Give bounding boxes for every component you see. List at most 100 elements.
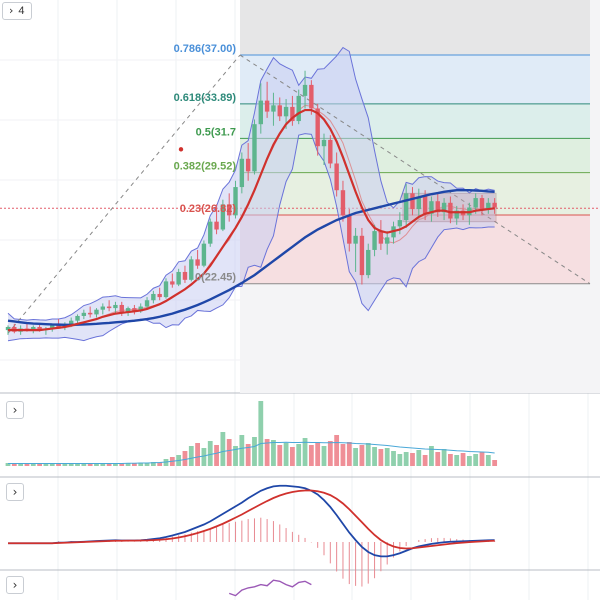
candle-body bbox=[157, 293, 162, 298]
bollinger-upper bbox=[7, 46, 495, 321]
candle-body bbox=[340, 190, 346, 216]
bollinger-lower bbox=[7, 133, 495, 342]
volume-bar bbox=[125, 463, 131, 466]
candle-body bbox=[441, 202, 447, 213]
candle-body bbox=[366, 249, 371, 276]
candle-body bbox=[454, 210, 459, 219]
candle-body bbox=[334, 163, 339, 191]
volume-bar bbox=[157, 462, 163, 466]
candle-body bbox=[385, 237, 390, 244]
volume-bar bbox=[239, 435, 245, 466]
candlestick-series bbox=[5, 70, 497, 335]
volume-bar bbox=[264, 439, 270, 466]
candle-body bbox=[296, 95, 301, 122]
volume-bar bbox=[195, 443, 200, 466]
volume-bar bbox=[372, 447, 377, 466]
volume-bar bbox=[226, 439, 232, 466]
candle-body bbox=[473, 198, 478, 208]
volume-bar bbox=[138, 462, 144, 466]
volume-bar bbox=[24, 463, 30, 466]
chevron-right-icon: › bbox=[12, 403, 18, 417]
volume-bar bbox=[302, 438, 308, 466]
moving-averages bbox=[7, 108, 495, 332]
volume-bar bbox=[466, 456, 472, 466]
volume-bar bbox=[346, 442, 352, 466]
fib-zone-0.5 bbox=[240, 138, 590, 173]
volume-bar bbox=[258, 401, 264, 466]
volume-bar bbox=[416, 450, 422, 466]
volume-bar bbox=[119, 463, 125, 466]
volume-bar bbox=[315, 442, 321, 466]
candle-body bbox=[233, 187, 238, 216]
macd-pane-toggle[interactable]: › bbox=[6, 483, 24, 501]
oscillator-pane bbox=[228, 579, 312, 597]
indicator-count-chip[interactable]: › 4 bbox=[2, 2, 32, 20]
candle-body bbox=[347, 215, 352, 244]
volume-bar bbox=[144, 463, 150, 466]
candle-body bbox=[220, 204, 226, 230]
candle-body bbox=[302, 84, 308, 96]
volume-bar bbox=[460, 453, 466, 466]
candle-body bbox=[359, 235, 365, 276]
candle-body bbox=[328, 139, 333, 164]
volume-bar bbox=[492, 460, 498, 466]
volume-pane-toggle[interactable]: › bbox=[6, 401, 24, 419]
candle-body bbox=[214, 221, 219, 230]
trend-line-down bbox=[239, 54, 591, 285]
oscillator-line bbox=[228, 579, 312, 597]
volume-bar bbox=[18, 463, 24, 466]
candle-body bbox=[37, 326, 42, 331]
volume-bar bbox=[37, 463, 42, 466]
volume-bar bbox=[56, 463, 61, 466]
volume-bar bbox=[397, 454, 403, 466]
volume-bar bbox=[422, 455, 428, 466]
candle-body bbox=[125, 308, 131, 313]
macd-line bbox=[8, 484, 495, 558]
candle-body bbox=[106, 306, 112, 309]
candle-body bbox=[119, 304, 124, 313]
candle-body bbox=[87, 312, 93, 315]
candle-body bbox=[144, 300, 150, 307]
candle-body bbox=[100, 306, 105, 310]
volume-average-line bbox=[8, 441, 495, 464]
candle-body bbox=[264, 100, 270, 112]
fib-label-0.618: 0.618(33.89) bbox=[174, 92, 237, 104]
volume-bar bbox=[150, 462, 156, 466]
volume-bar bbox=[182, 451, 188, 466]
candle-body bbox=[245, 158, 251, 172]
candle-body bbox=[182, 271, 188, 280]
candle-body bbox=[31, 326, 36, 331]
volume-bar bbox=[321, 446, 327, 466]
volume-bar bbox=[479, 452, 485, 466]
volume-bar bbox=[441, 449, 447, 466]
candle-body bbox=[315, 108, 320, 147]
candle-body bbox=[94, 309, 99, 315]
candle-body bbox=[227, 204, 232, 216]
volume-bar bbox=[290, 447, 295, 466]
candle-body bbox=[271, 105, 276, 112]
fib-zone-top bbox=[240, 0, 590, 56]
candle-body bbox=[252, 124, 257, 172]
candle-body bbox=[201, 243, 207, 266]
volume-bar bbox=[30, 464, 36, 466]
candle-body bbox=[410, 193, 415, 210]
fibonacci-labels: 0.786(37.00) 0.618(33.89) 0.5(31.7 0.382(29… bbox=[174, 43, 237, 284]
volume-bar bbox=[334, 435, 340, 466]
candle-body bbox=[69, 320, 74, 324]
volume-bar bbox=[327, 441, 333, 466]
fib-label-0: 0(22.45) bbox=[195, 272, 236, 284]
fib-label-0.382: 0.382(29.52) bbox=[174, 161, 237, 173]
volume-bar bbox=[233, 446, 238, 466]
candle-body bbox=[5, 326, 11, 331]
volume-bar bbox=[473, 454, 479, 466]
fib-label-0.786: 0.786(37.00) bbox=[174, 43, 237, 55]
candle-body bbox=[56, 325, 61, 327]
chevron-right-icon: › bbox=[9, 4, 14, 17]
oscillator-pane-toggle[interactable]: › bbox=[6, 576, 24, 594]
candle-body bbox=[397, 220, 403, 227]
candle-body bbox=[435, 201, 440, 213]
volume-bar bbox=[43, 463, 49, 466]
candle-body bbox=[429, 201, 434, 214]
candle-body bbox=[239, 158, 245, 188]
candle-body bbox=[486, 202, 491, 210]
